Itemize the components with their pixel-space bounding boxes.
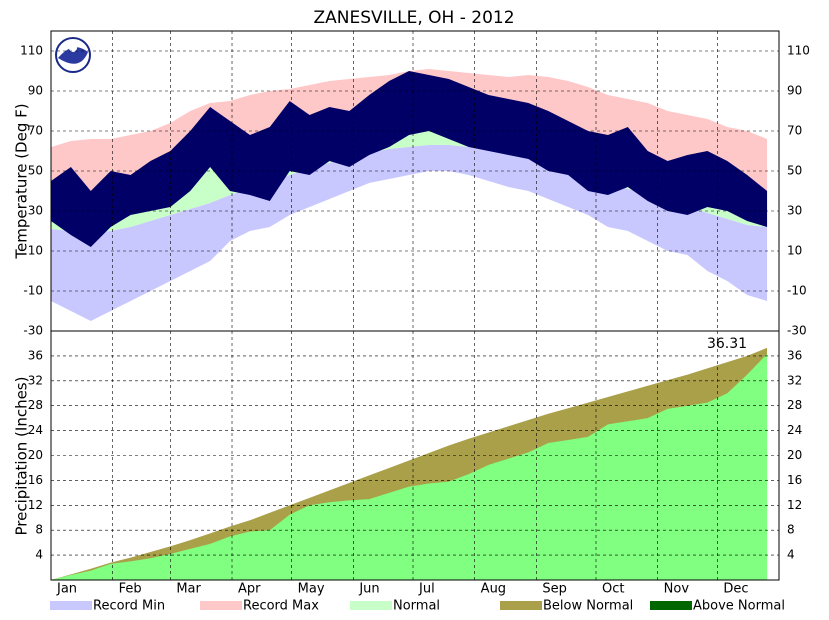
y-tick-label: 24 — [28, 423, 43, 437]
x-tick-label: Feb — [119, 582, 142, 597]
legend-swatch — [50, 601, 92, 610]
frame — [50, 30, 780, 581]
observed-temperature — [51, 71, 768, 247]
y-tick-label: 8 — [35, 523, 43, 537]
y-tick-label: 50 — [787, 164, 802, 178]
legend-label: Record Max — [243, 599, 319, 614]
x-tick-label: Mar — [176, 582, 201, 597]
y-tick-label: 70 — [28, 124, 43, 138]
chart-title: ZANESVILLE, OH - 2012 — [313, 8, 514, 28]
y-tick-label: 90 — [28, 84, 43, 98]
noaa-logo — [55, 37, 91, 73]
y-tick-label: 20 — [28, 448, 43, 462]
y-tick-label: -10 — [23, 284, 43, 298]
legend-swatch — [500, 601, 542, 610]
x-tick-label: Jan — [56, 582, 77, 597]
y-tick-label: 20 — [787, 448, 802, 462]
x-tick-label: Jun — [358, 582, 379, 597]
legend-label: Normal — [393, 599, 440, 614]
legend-swatch — [350, 601, 392, 610]
y-tick-label: 110 — [787, 44, 810, 58]
y-tick-label: 50 — [28, 164, 43, 178]
legend-swatch — [650, 601, 692, 610]
x-tick-label: Aug — [481, 582, 506, 597]
x-tick-label: Oct — [602, 582, 624, 597]
y-tick-label: 24 — [787, 423, 802, 437]
y-tick-label: -30 — [787, 324, 807, 338]
plot-layer — [51, 69, 768, 580]
total-label: 36.31 — [707, 336, 747, 352]
y-tick-label: 16 — [28, 473, 43, 487]
y-tick-label: 30 — [787, 204, 802, 218]
y-tick-label: 4 — [35, 548, 43, 562]
y-tick-label: 12 — [787, 498, 802, 512]
observed-precipitation — [51, 353, 768, 580]
y-tick-label: 8 — [787, 523, 795, 537]
legend-swatch — [200, 601, 242, 610]
x-tick-label: Jul — [418, 582, 435, 597]
x-tick-label: Sep — [542, 582, 567, 597]
y-tick-label: 30 — [28, 204, 43, 218]
y-tick-label: 32 — [787, 373, 802, 387]
y-axis-label: Temperature (Deg F) — [13, 103, 31, 259]
record-max-band — [51, 69, 768, 199]
x-tick-label: Nov — [664, 582, 690, 597]
y-tick-label: 36 — [28, 348, 43, 362]
y-tick-label: 28 — [787, 398, 802, 412]
y-tick-label: -30 — [23, 324, 43, 338]
y-tick-label: 10 — [787, 244, 802, 258]
y-tick-label: 90 — [787, 84, 802, 98]
y-axis-label: Precipitation (Inches) — [13, 377, 31, 536]
legend-label: Record Min — [93, 599, 165, 614]
legend-label: Above Normal — [693, 599, 785, 614]
y-tick-label: 70 — [787, 124, 802, 138]
y-tick-label: 4 — [787, 548, 795, 562]
y-tick-label: 16 — [787, 473, 802, 487]
y-tick-label: -10 — [787, 284, 807, 298]
x-tick-label: Apr — [238, 582, 261, 597]
legend-label: Below Normal — [543, 599, 633, 614]
y-tick-label: 36 — [787, 348, 802, 362]
y-tick-label: 32 — [28, 373, 43, 387]
x-tick-label: Dec — [723, 582, 748, 597]
y-tick-label: 110 — [20, 44, 43, 58]
x-tick-label: May — [298, 582, 325, 597]
y-tick-label: 28 — [28, 398, 43, 412]
y-tick-label: 12 — [28, 498, 43, 512]
y-tick-label: 10 — [28, 244, 43, 258]
